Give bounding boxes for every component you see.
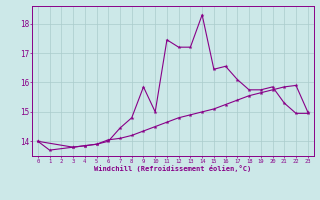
X-axis label: Windchill (Refroidissement éolien,°C): Windchill (Refroidissement éolien,°C)	[94, 165, 252, 172]
